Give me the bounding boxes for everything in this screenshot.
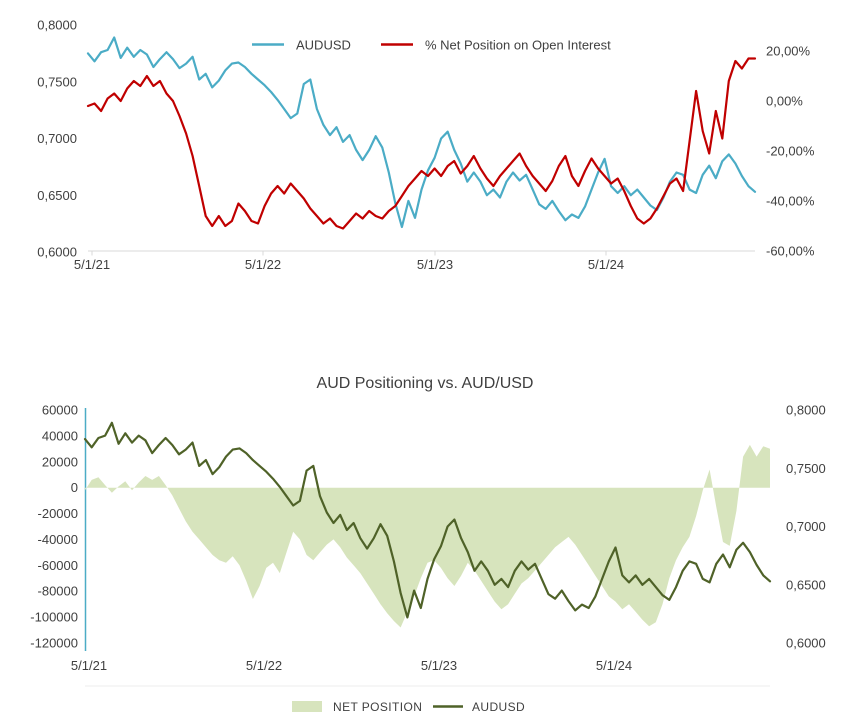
x-axis-tick-label: 5/1/22 [245, 257, 281, 272]
right-axis-tick-label: 0,7000 [786, 519, 826, 534]
top-chart: AUDUSD % Net Position on Open Interest 0… [37, 18, 815, 273]
x-axis-tick-label: 5/1/21 [74, 257, 110, 272]
left-axis-tick-label: -40000 [38, 532, 78, 547]
right-axis-tick-label: -40,00% [766, 194, 815, 209]
left-axis-tick-label: 60000 [42, 403, 78, 418]
left-axis-tick-label: 40000 [42, 428, 78, 443]
net-position-area [85, 444, 770, 628]
right-axis-tick-label: 0,7500 [786, 461, 826, 476]
right-axis-tick-label: 20,00% [766, 44, 811, 59]
audusd-legend-label: AUDUSD [296, 38, 351, 53]
net-position-legend-label: NET POSITION [333, 700, 422, 714]
x-axis-tick-label: 5/1/24 [588, 257, 624, 272]
x-axis-tick-label: 5/1/23 [421, 658, 457, 673]
x-axis-tick-label: 5/1/22 [246, 658, 282, 673]
right-axis-tick-label: -20,00% [766, 144, 815, 159]
left-axis-tick-label: 0,7000 [37, 131, 77, 146]
x-axis-tick-label: 5/1/21 [71, 658, 107, 673]
left-axis-tick-label: 0,6000 [37, 245, 77, 260]
right-axis-tick-label: 0,00% [766, 94, 803, 109]
audusd-bottom-legend-label: AUDUSD [472, 700, 525, 714]
x-axis-tick-label: 5/1/23 [417, 257, 453, 272]
right-axis-tick-label: 0,6000 [786, 636, 826, 651]
left-axis-tick-label: 0,6500 [37, 188, 77, 203]
left-axis-tick-label: 20000 [42, 454, 78, 469]
bottom-chart: AUD Positioning vs. AUD/USD NET POSITION… [30, 375, 825, 714]
bottom-chart-plot: 60000 40000 20000 0 -20000 -40000 -60000 -80000… [30, 403, 826, 687]
net-position-legend-swatch [292, 701, 322, 712]
left-axis-tick-label: -120000 [30, 636, 78, 651]
right-axis-tick-label: 0,6500 [786, 577, 826, 592]
audusd-line [83, 421, 772, 619]
net-position-pct-legend-label: % Net Position on Open Interest [425, 38, 611, 53]
right-axis-tick-label: -60,00% [766, 244, 815, 259]
left-axis-tick-label: 0 [71, 480, 78, 495]
-net-position-on-open-interest-line [86, 57, 757, 230]
left-axis-tick-label: -100000 [30, 610, 78, 625]
left-axis-tick-label: 0,7500 [37, 74, 77, 89]
audusd-line [86, 36, 757, 229]
top-chart-legend: AUDUSD % Net Position on Open Interest [252, 38, 611, 53]
left-axis-tick-label: 0,8000 [37, 18, 77, 33]
bottom-chart-title: AUD Positioning vs. AUD/USD [317, 375, 534, 392]
right-axis-tick-label: 0,8000 [786, 403, 826, 418]
top-chart-plot: 0,8000 0,7500 0,7000 0,6500 0,6000 20,00% 0,00… [37, 18, 815, 273]
x-axis-tick-label: 5/1/24 [596, 658, 632, 673]
bottom-chart-legend: NET POSITION AUDUSD [292, 700, 525, 714]
left-axis-tick-label: -20000 [38, 506, 78, 521]
left-axis-tick-label: -80000 [38, 584, 78, 599]
left-axis-tick-label: -60000 [38, 558, 78, 573]
